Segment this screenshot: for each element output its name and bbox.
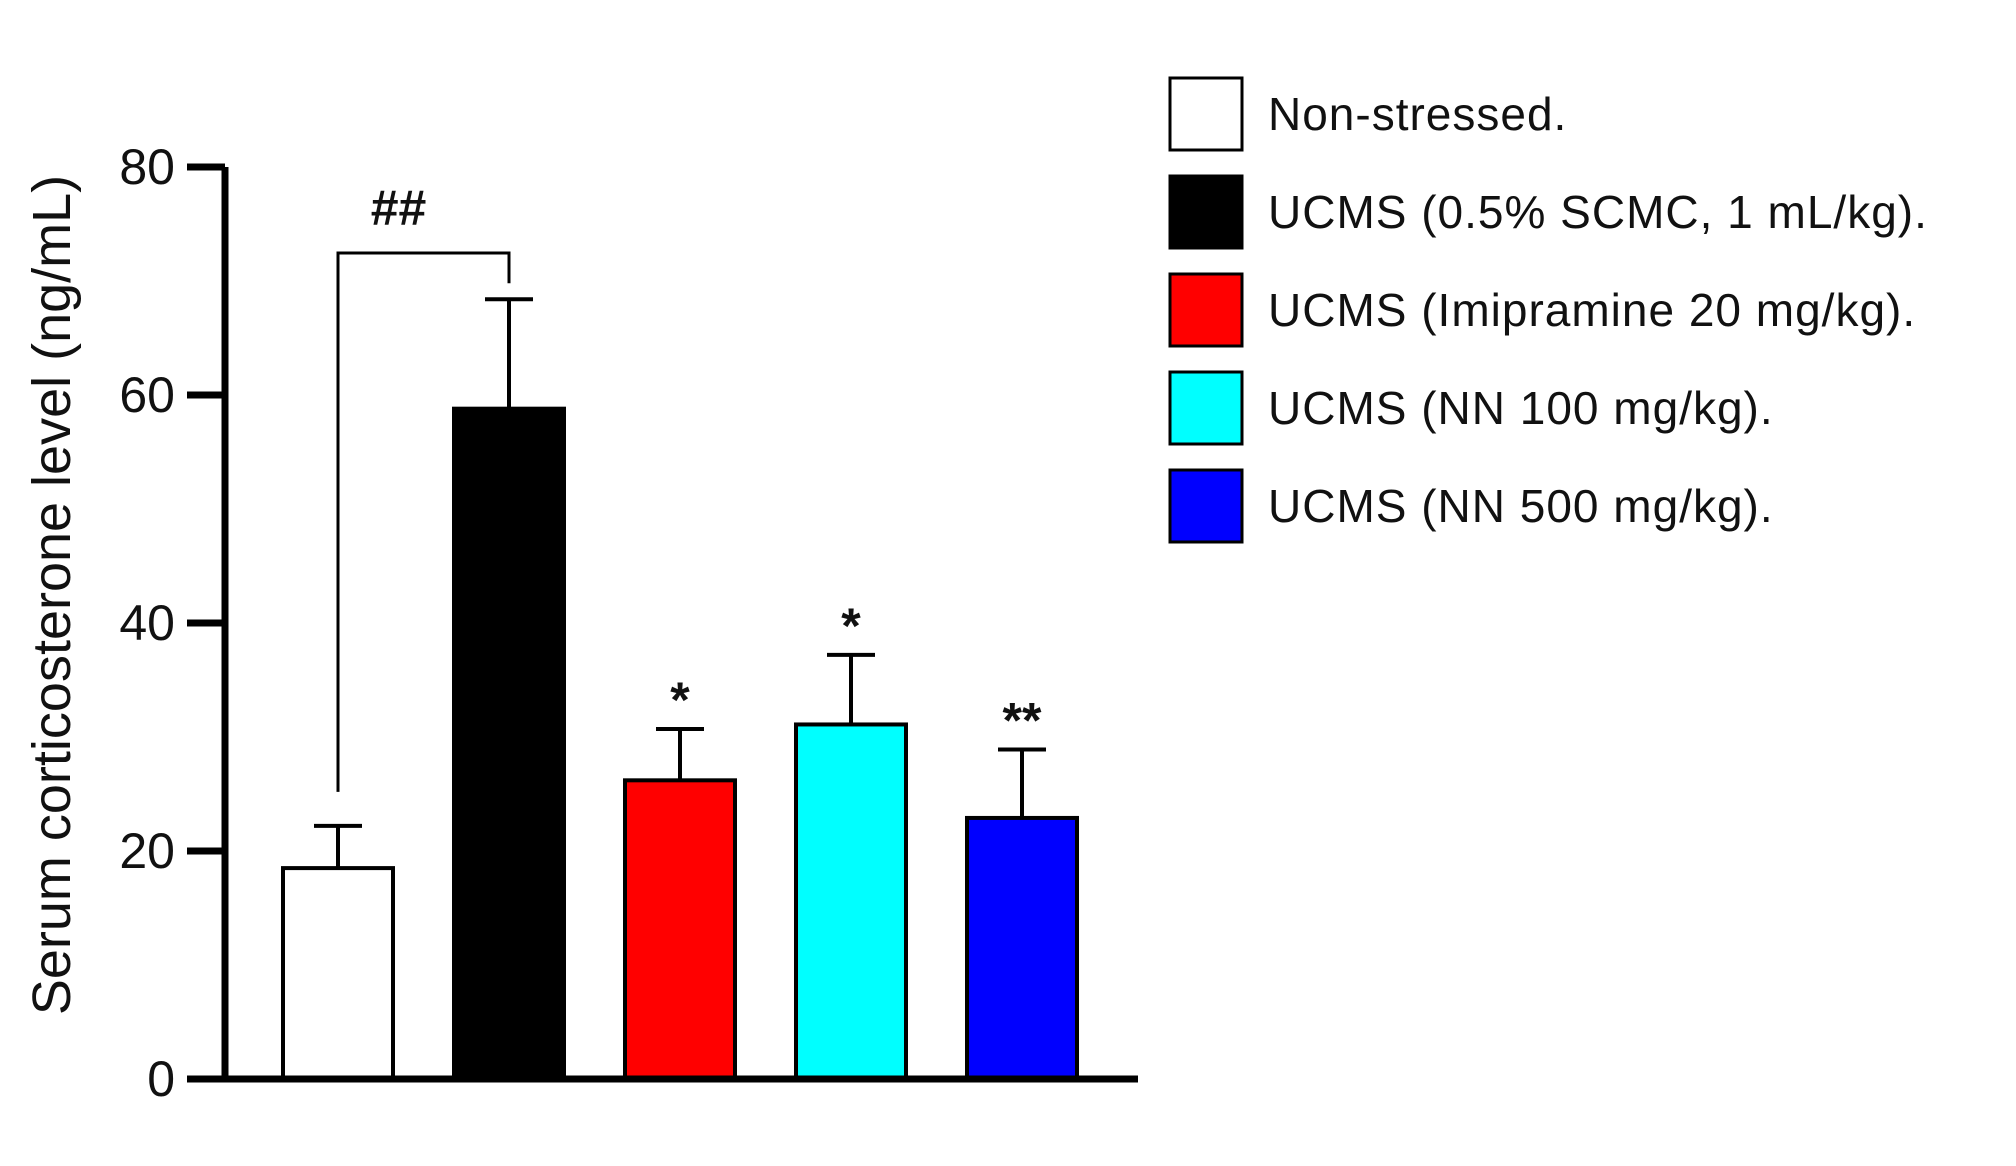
y-tick-label: 0 bbox=[147, 1051, 175, 1107]
y-tick-label: 80 bbox=[119, 139, 175, 195]
legend-swatch bbox=[1168, 76, 1244, 152]
bars bbox=[281, 406, 1079, 1082]
comparison-bracket-line bbox=[336, 251, 511, 792]
y-tick-label: 40 bbox=[119, 595, 175, 651]
bar bbox=[623, 778, 737, 1081]
bar bbox=[794, 722, 908, 1082]
bar bbox=[281, 866, 395, 1081]
legend-label: Non-stressed. bbox=[1268, 88, 1567, 140]
bar bbox=[452, 406, 566, 1081]
significance-label: * bbox=[841, 598, 861, 654]
error-bars bbox=[314, 297, 1046, 869]
legend-swatch bbox=[1168, 370, 1244, 446]
legend-swatch bbox=[1168, 174, 1244, 250]
legend-label: UCMS (0.5% SCMC, 1 mL/kg). bbox=[1268, 186, 1928, 238]
y-axis-ticks: 0 20 40 60 80 bbox=[119, 139, 225, 1107]
y-tick-label: 60 bbox=[119, 367, 175, 423]
legend-label: UCMS (NN 500 mg/kg). bbox=[1268, 480, 1774, 532]
significance-markers: **** bbox=[670, 598, 1042, 749]
legend-label: UCMS (NN 100 mg/kg). bbox=[1268, 382, 1774, 434]
legend-swatch bbox=[1168, 468, 1244, 544]
significance-label: * bbox=[670, 672, 690, 728]
comparison-label: ## bbox=[371, 180, 427, 236]
legend: Non-stressed. UCMS (0.5% SCMC, 1 mL/kg). U… bbox=[1168, 76, 1928, 544]
legend-swatch bbox=[1168, 272, 1244, 348]
bar bbox=[965, 815, 1079, 1081]
y-axis-label: Serum corticosterone level (ng/mL) bbox=[22, 175, 82, 1015]
significance-label: ** bbox=[1003, 693, 1042, 749]
comparison-bracket: ## bbox=[336, 180, 511, 792]
y-tick-label: 20 bbox=[119, 823, 175, 879]
legend-label: UCMS (Imipramine 20 mg/kg). bbox=[1268, 284, 1916, 336]
